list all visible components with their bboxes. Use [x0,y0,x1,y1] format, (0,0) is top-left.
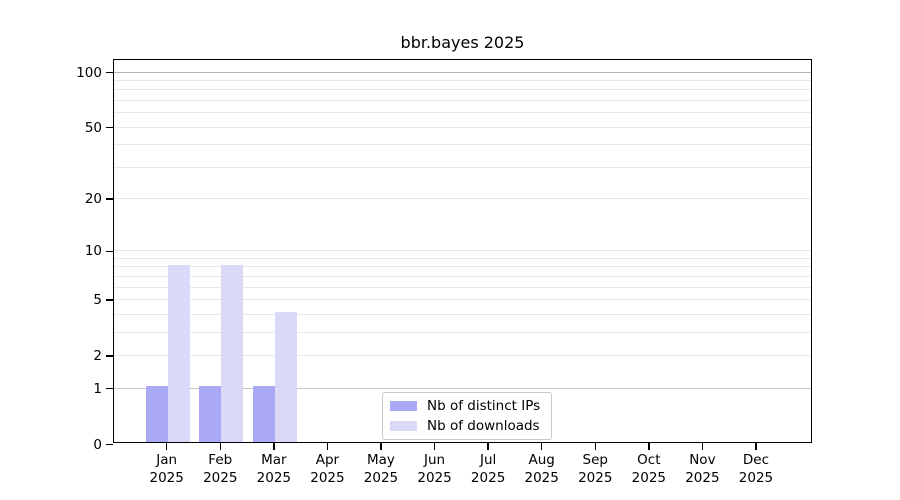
legend-item-downloads: Nb of downloads [390,418,540,434]
legend-label-downloads: Nb of downloads [427,418,540,434]
x-tick-label-jul: Jul 2025 [470,452,506,486]
y-tick-10 [106,250,113,253]
y-tick-label-0: 0 [93,436,102,453]
x-tick-sep [594,443,596,450]
gridline-7 [114,275,811,277]
y-tick-label-100: 100 [76,64,102,81]
bar-distinct-ips-mar [252,386,275,442]
legend-swatch-downloads [390,421,417,431]
y-tick-20 [106,198,113,200]
gridline-50 [114,126,811,128]
y-tick-label-20: 20 [84,191,102,208]
gridline-1 [114,387,811,389]
gridline-10 [114,250,811,252]
gridline-30 [114,166,811,168]
gridline-80 [114,89,811,91]
y-tick-5 [106,299,113,301]
x-tick-oct [648,443,650,450]
bar-distinct-ips-feb [199,386,222,442]
x-tick-jun [433,443,436,450]
gridline-4 [114,313,811,315]
bar-distinct-ips-jan [145,386,168,442]
y-tick-label-2: 2 [93,347,102,364]
y-tick-100 [106,71,113,74]
x-tick-aug [540,443,543,450]
gridline-8 [114,266,811,268]
gridline-100 [114,71,811,73]
gridline-5 [114,299,811,301]
legend-swatch-distinct-ips [390,401,417,411]
x-tick-mar [273,443,275,450]
y-tick-1 [106,387,113,390]
x-tick-apr [326,443,329,450]
plot-area [113,59,812,443]
legend-label-distinct-ips: Nb of distinct IPs [427,398,541,414]
y-tick-label-5: 5 [93,292,102,309]
x-tick-label-sep: Sep 2025 [578,452,613,486]
bar-downloads-feb [221,265,244,442]
x-tick-label-dec: Dec 2025 [738,452,774,486]
x-tick-feb [219,443,222,450]
x-tick-label-may: May 2025 [363,452,399,486]
x-tick-may [380,443,382,450]
x-tick-label-jun: Jun 2025 [417,452,452,486]
y-tick-0 [106,443,113,446]
gridline-40 [114,144,811,146]
bar-downloads-mar [274,312,297,442]
x-tick-label-feb: Feb 2025 [203,452,238,486]
x-tick-dec [755,443,757,450]
y-tick-label-1: 1 [93,380,102,397]
y-tick-2 [106,355,113,357]
x-tick-label-aug: Aug 2025 [524,452,559,486]
gridline-70 [114,100,811,102]
gridline-3 [114,331,811,333]
gridline-2 [114,354,811,356]
gridline-6 [114,286,811,288]
x-tick-label-mar: Mar 2025 [256,452,292,486]
chart-title: bbr.bayes 2025 [400,33,525,52]
bar-downloads-jan [167,265,190,442]
y-tick-label-50: 50 [84,119,102,136]
y-tick-50 [106,126,113,129]
x-tick-jul [487,443,489,450]
x-tick-jan [165,443,168,450]
legend: Nb of distinct IPs Nb of downloads [382,392,553,440]
gridline-60 [114,112,811,114]
y-tick-label-10: 10 [84,243,102,260]
gridline-90 [114,80,811,82]
legend-item-distinct-ips: Nb of distinct IPs [390,398,540,414]
x-tick-label-nov: Nov 2025 [685,452,720,486]
gridline-9 [114,258,811,259]
x-tick-label-oct: Oct 2025 [631,452,667,486]
x-tick-nov [701,443,704,450]
x-tick-label-jan: Jan 2025 [149,452,184,486]
x-tick-label-apr: Apr 2025 [310,452,345,486]
gridline-20 [114,198,811,200]
